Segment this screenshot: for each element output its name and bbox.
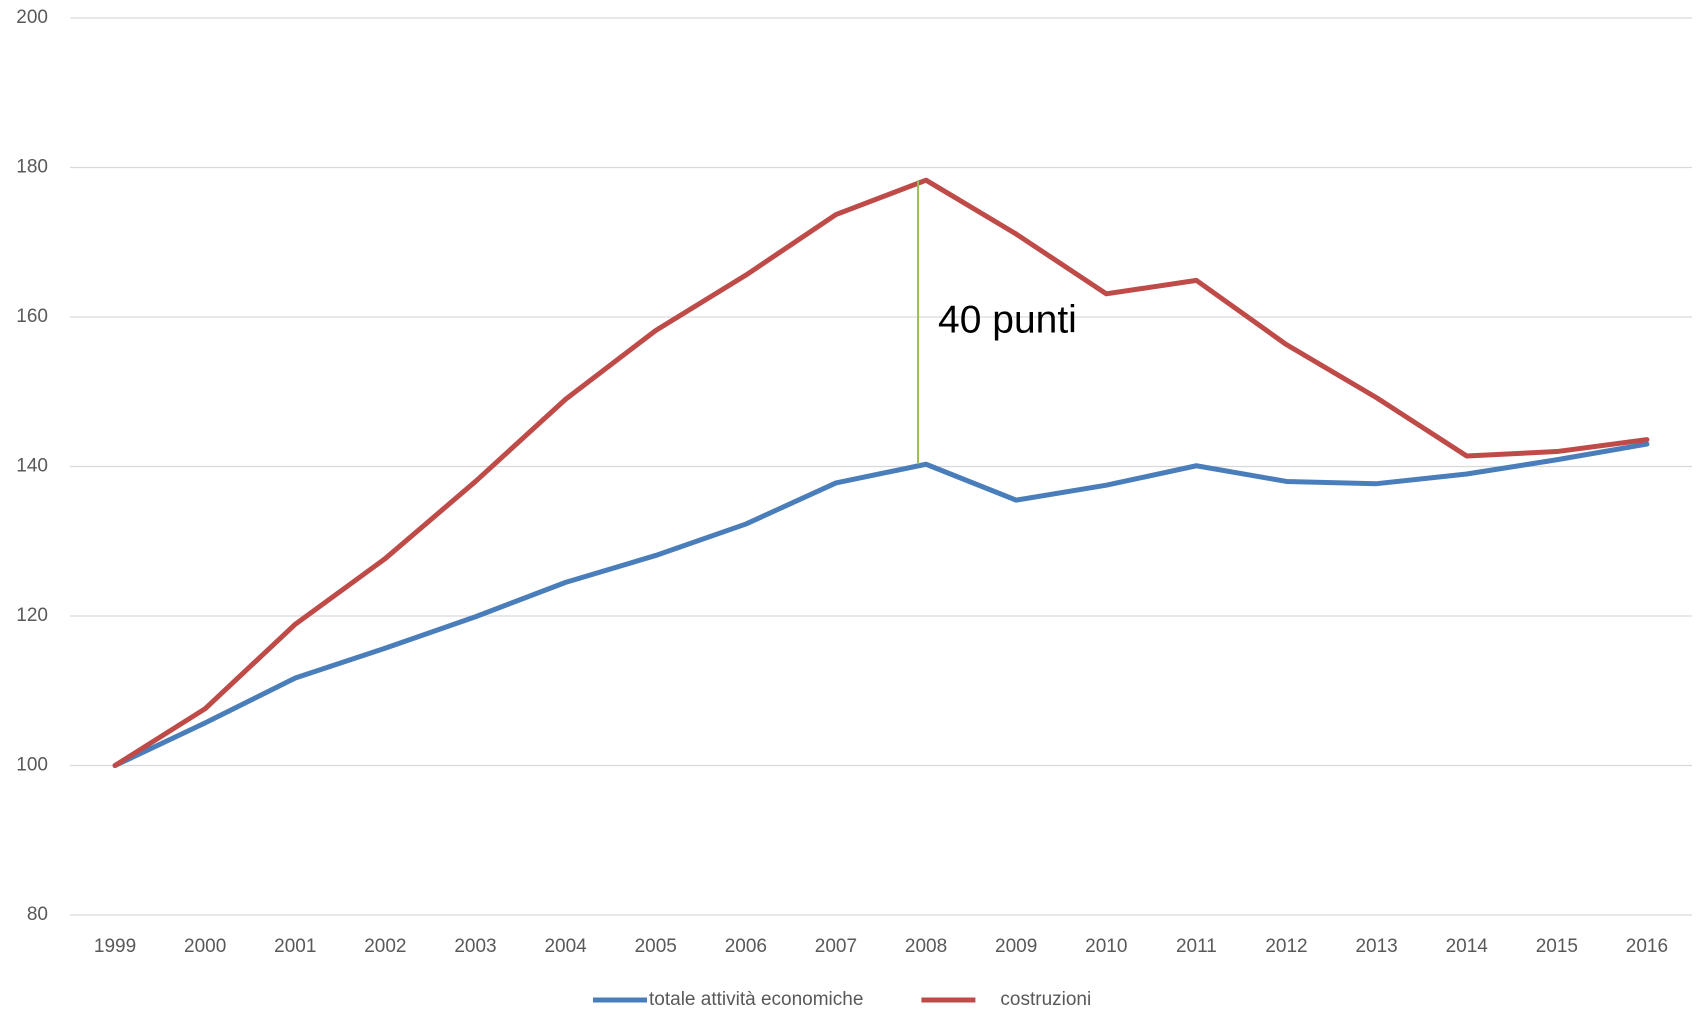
x-tick-label: 2013: [1355, 936, 1397, 957]
legend-label: costruzioni: [1000, 989, 1091, 1010]
y-tick-label: 80: [27, 904, 48, 925]
y-tick-label: 140: [16, 456, 48, 477]
x-tick-label: 2006: [725, 936, 767, 957]
y-tick-label: 120: [16, 605, 48, 626]
x-tick-label: 2011: [1176, 936, 1217, 957]
x-tick-label: 2014: [1446, 936, 1489, 957]
x-tick-label: 2009: [995, 936, 1037, 957]
y-tick-label: 100: [16, 755, 48, 776]
x-tick-label: 2010: [1085, 936, 1127, 957]
x-tick-label: 2001: [274, 936, 316, 957]
y-tick-label: 160: [16, 306, 48, 327]
x-tick-label: 2008: [905, 936, 947, 957]
x-tick-label: 2000: [184, 936, 226, 957]
x-tick-label: 2004: [544, 936, 587, 957]
annotation-text: 40 punti: [938, 299, 1077, 342]
x-tick-label: 2005: [635, 936, 677, 957]
x-tick-label: 2012: [1265, 936, 1307, 957]
series-line: [112, 177, 1650, 768]
x-tick-label: 1999: [94, 936, 136, 957]
x-tick-label: 2007: [815, 936, 857, 957]
y-tick-label: 200: [16, 7, 48, 28]
x-tick-label: 2003: [454, 936, 496, 957]
legend-label: totale attività economiche: [649, 989, 863, 1010]
y-tick-label: 180: [16, 157, 48, 178]
x-tick-label: 2002: [364, 936, 406, 957]
series-line: [112, 441, 1650, 768]
x-tick-label: 2016: [1626, 936, 1668, 957]
x-tick-label: 2015: [1536, 936, 1578, 957]
